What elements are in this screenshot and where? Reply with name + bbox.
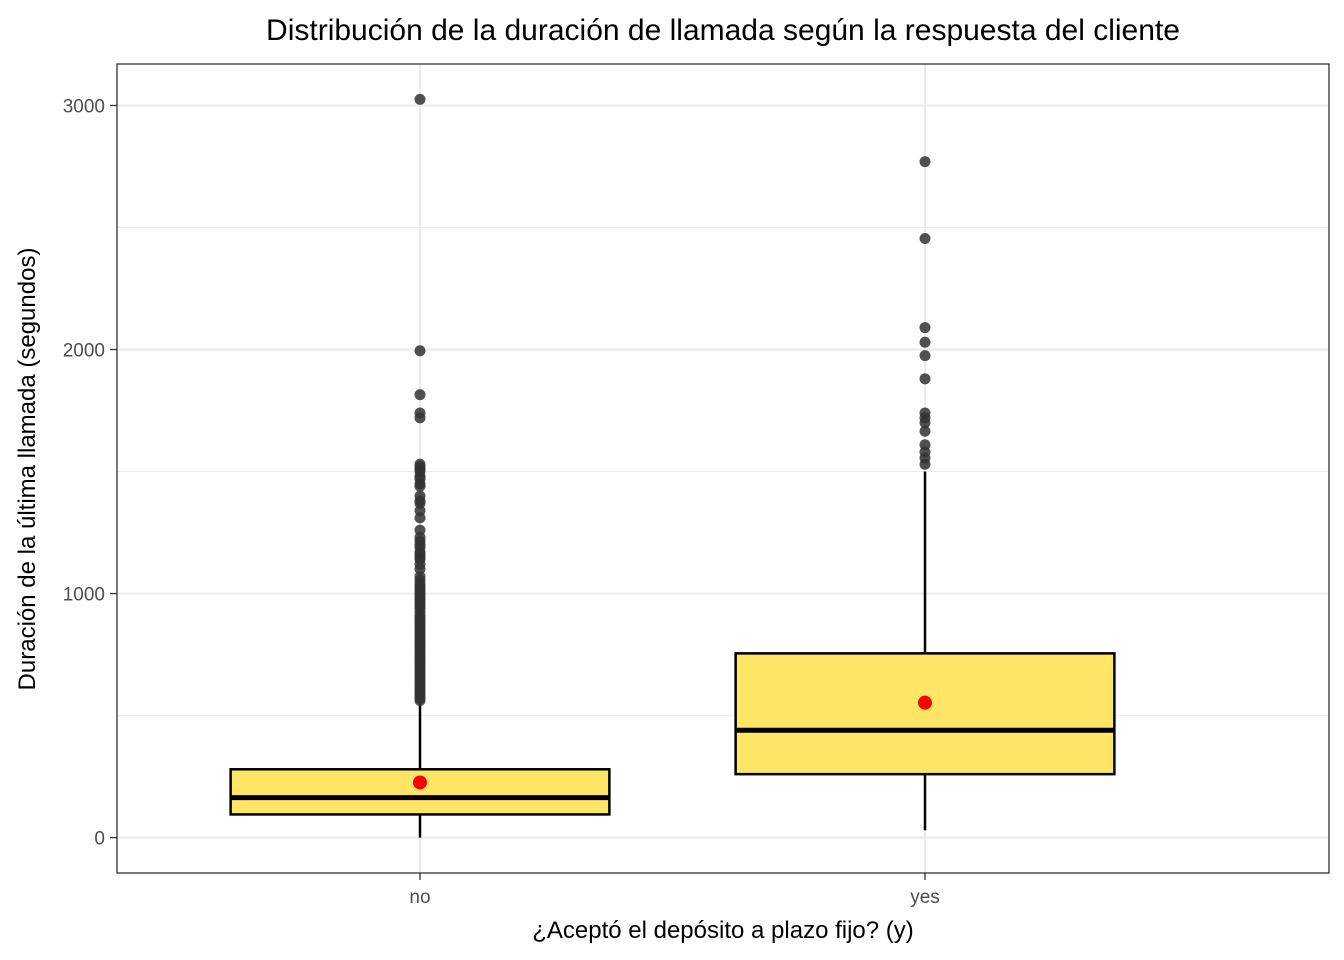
box-iqr [734,652,1116,776]
y-axis: 0 1000 2000 3000 [63,96,117,850]
outlier-point [919,458,931,470]
box-group-yes [734,156,1116,831]
outlier-point [414,93,426,105]
grid-lines [117,64,1329,873]
x-axis: no yes [409,873,940,908]
y-axis-title: Duración de la última llamada (segundos) [14,248,41,691]
plot-marks [229,93,1116,838]
outlier-point [414,389,426,401]
outlier-point [919,373,931,385]
mean-point [413,775,427,790]
chart-title: Distribución de la duración de llamada s… [266,14,1180,47]
outlier-point [919,417,931,429]
outlier-point [414,512,426,524]
mean-point [918,695,932,710]
outlier-point [919,425,931,437]
outlier-point [919,156,931,168]
y-tick-label: 3000 [63,96,105,117]
outlier-point [414,694,426,706]
outlier-point [919,336,931,348]
y-tick-label: 2000 [63,341,105,362]
y-tick-label: 0 [94,829,105,850]
panel-background [117,64,1329,873]
x-tick-label: yes [910,887,940,908]
panel-border [116,63,1330,874]
outlier-point [414,412,426,424]
outlier-point [414,480,426,492]
x-axis-title: ¿Aceptó el depósito a plazo fijo? (y) [532,917,914,944]
y-tick-label: 1000 [63,585,105,606]
x-tick-label: no [409,887,430,908]
outlier-point [919,232,931,244]
outlier-point [919,322,931,334]
outlier-point [919,350,931,362]
box-group-no [229,93,611,838]
outlier-point [414,345,426,357]
